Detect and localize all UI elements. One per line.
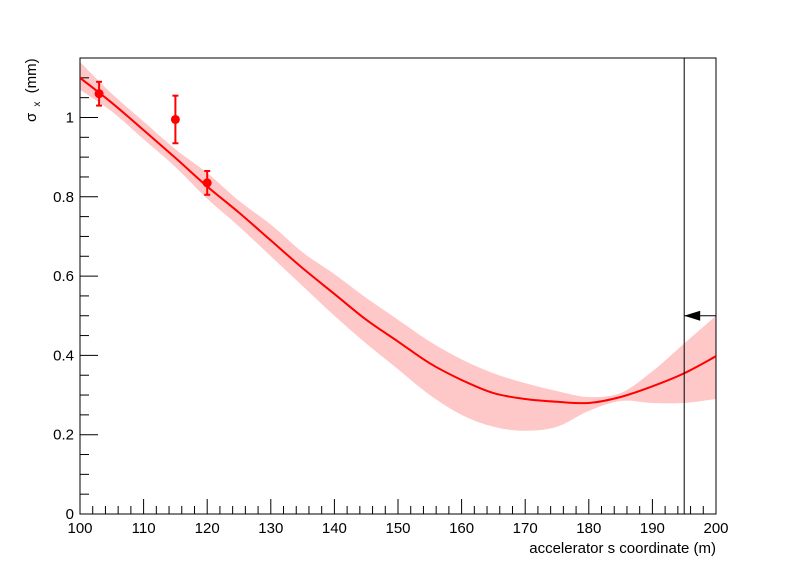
y-tick-label: 0.8 [53, 189, 74, 206]
data-point [170, 114, 180, 124]
measurement-point [94, 80, 104, 107]
y-tick-label: 0.2 [53, 427, 74, 444]
x-tick-label: 200 [703, 520, 728, 537]
y-axis-title-symbol: σ [23, 112, 40, 122]
x-tick-label: 110 [132, 520, 156, 537]
y-axis-title-unit: (mm) [23, 58, 40, 93]
fit-curve-layer [80, 77, 716, 405]
data-point [202, 178, 212, 188]
marker-arrow-head [684, 310, 701, 321]
uncertainty-band-layer [80, 61, 716, 431]
measurement-point [202, 170, 212, 196]
x-tick-label: 170 [513, 520, 538, 537]
measurement-points-layer [94, 80, 212, 196]
y-tick-label: 0 [66, 506, 74, 523]
uncertainty-band [80, 61, 716, 431]
y-axis-title: σ x (mm) [23, 58, 44, 122]
y-tick-label: 0.6 [53, 268, 74, 285]
data-point [94, 89, 104, 99]
x-tick-label: 130 [258, 520, 283, 537]
y-axis-title-subscript: x [32, 102, 43, 107]
x-tick-label: 100 [67, 520, 92, 537]
x-tick-label: 140 [322, 520, 347, 537]
y-tick-label: 1 [66, 109, 74, 126]
x-axis: 100 110 120 130 140 150 160 170 180 190 200 [67, 499, 729, 537]
measurement-point [170, 94, 180, 145]
x-tick-label: 190 [640, 520, 665, 537]
fit-curve [80, 77, 716, 405]
y-tick-label: 0.4 [53, 347, 74, 364]
x-tick-label: 180 [576, 520, 601, 537]
x-tick-label: 160 [449, 520, 474, 537]
x-axis-title: accelerator s coordinate (m) [529, 540, 716, 557]
x-tick-label: 150 [385, 520, 410, 537]
vertical-marker-layer [683, 58, 716, 514]
y-axis: 0 0.2 0.4 0.6 0.8 1 [53, 77, 98, 523]
x-tick-label: 120 [195, 520, 220, 537]
